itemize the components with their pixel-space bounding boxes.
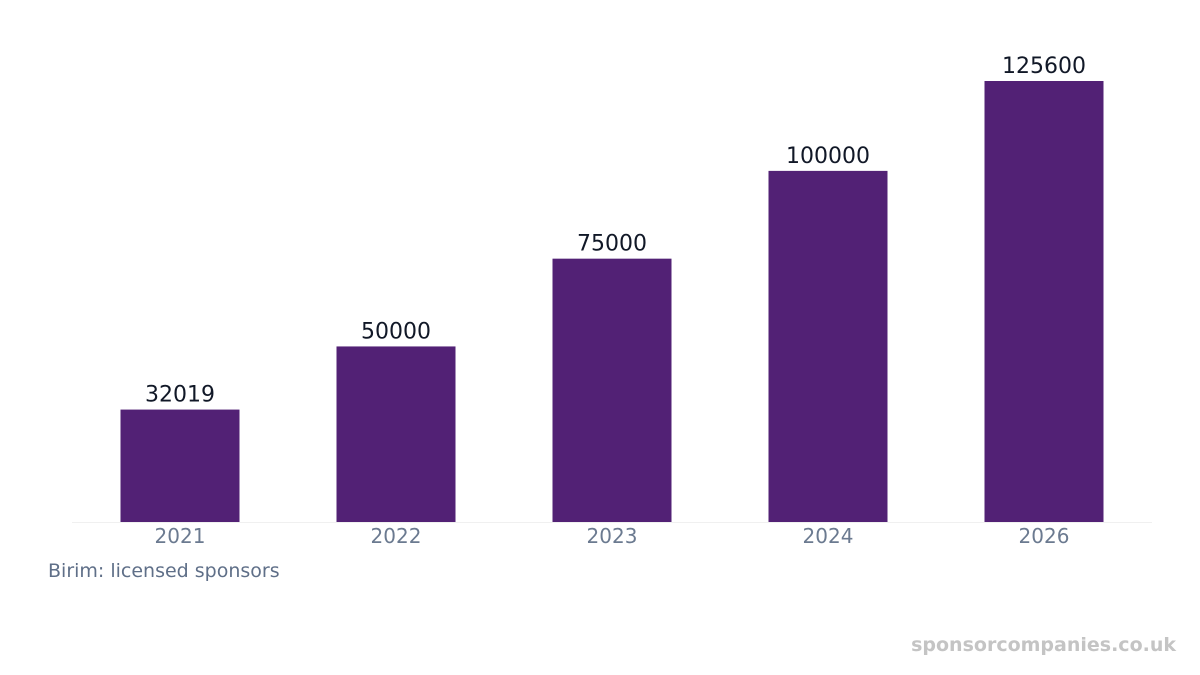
unit-note: Birim: licensed sponsors (48, 560, 280, 582)
bar-2021 (120, 409, 240, 522)
x-tick-label-2026: 2026 (1019, 524, 1070, 548)
x-tick-labels-group: 2021 2022 2023 2024 2026 (155, 524, 1070, 548)
value-label-2021: 32019 (145, 383, 215, 408)
bar-2022 (336, 346, 456, 522)
bars-group (120, 81, 1104, 522)
value-label-2022: 50000 (361, 319, 431, 344)
x-tick-label-2022: 2022 (371, 524, 422, 548)
value-label-2024: 100000 (786, 144, 870, 169)
x-tick-label-2023: 2023 (587, 524, 638, 548)
watermark: sponsorcompanies.co.uk (911, 634, 1176, 656)
value-label-2026: 125600 (1002, 54, 1086, 79)
value-labels-group: 32019 50000 75000 100000 125600 (145, 54, 1086, 408)
x-tick-label-2021: 2021 (155, 524, 206, 548)
x-tick-label-2024: 2024 (803, 524, 854, 548)
bar-2026 (984, 81, 1104, 522)
bar-2023 (552, 258, 672, 522)
bar-2024 (768, 170, 888, 522)
value-label-2023: 75000 (577, 232, 647, 257)
